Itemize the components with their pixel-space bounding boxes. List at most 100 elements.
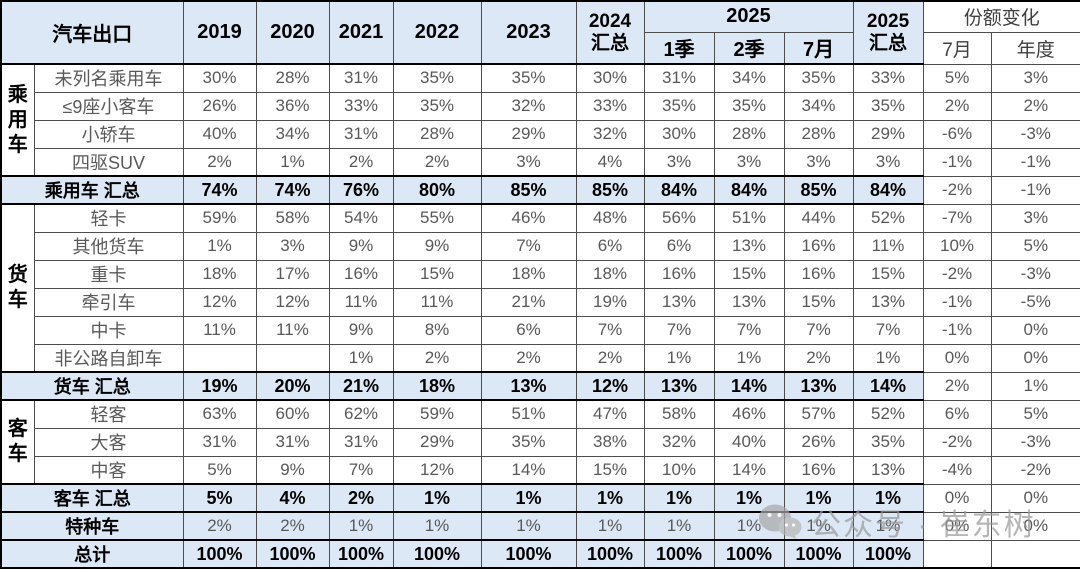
value-cell: 32% [643,427,715,457]
value-cell: 12% [575,371,645,401]
value-cell: 100% [852,539,924,569]
value-cell: 8% [392,315,482,345]
value-cell: 76% [328,175,394,205]
value-cell: 1% [852,343,924,373]
value-cell: 3% [480,147,577,177]
value-cell: 2% [392,147,482,177]
col-header-2020: 2020 [255,0,330,65]
value-cell: 100% [713,539,785,569]
value-cell: -2% [990,455,1080,485]
table-row: 客车轻客 63% 60% 62% 59% 51% 47% 58% 46% 57% 52% 6% 5% [0,399,1080,485]
value-cell: 32% [575,119,645,149]
value-cell: 31% [328,119,394,149]
value-cell: 5% [182,455,257,485]
col-header-2024-line1: 2024 [588,10,632,32]
col-header-2025-line2: 汇总 [869,32,908,54]
value-cell: 0% [990,483,1080,513]
col-group-2025: 2025 [643,0,854,33]
value-cell: 74% [255,175,330,205]
table-row: 乘用车未列名乘用车 30% 28% 31% 35% 35% 30% 31% 34% 35% 33% 5… [0,63,1080,177]
value-cell: 7% [480,231,577,261]
row-group-label: 客车 [0,399,35,485]
col-header-2025-q2: 2季 [713,31,785,65]
col-header-2025-q1: 1季 [643,31,715,65]
value-cell: 30% [575,63,645,93]
value-cell: 19% [182,371,257,401]
value-cell: 1% [328,511,394,541]
value-cell: 80% [392,175,482,205]
value-cell: 16% [643,259,715,289]
value-cell: 62% [328,399,394,429]
value-cell: 32% [480,91,577,121]
col-header-2024-total: 2024 汇总 [575,0,645,65]
value-cell: 1% [392,483,482,513]
value-cell: 56% [643,203,715,233]
value-cell: 2% [480,343,577,373]
col-header-2024-line2: 汇总 [590,32,629,54]
value-cell: 1% [480,511,577,541]
value-cell: 18% [575,259,645,289]
value-cell: 11% [328,287,394,317]
value-cell: 33% [575,91,645,121]
value-cell: 2% [328,483,394,513]
value-cell: 35% [783,63,854,93]
col-header-2025-total: 2025 汇总 [852,0,924,65]
table-body: 乘用车未列名乘用车 30% 28% 31% 35% 35% 30% 31% 34% 35% 33% 5… [0,63,1080,569]
value-cell: 13% [643,287,715,317]
value-cell: 14% [480,455,577,485]
value-cell: 59% [182,203,257,233]
value-cell: 36% [255,91,330,121]
value-cell: 18% [392,371,482,401]
row-label: 非公路自卸车 [33,343,184,373]
value-cell: 29% [852,119,924,149]
value-cell: -1% [922,147,992,177]
value-cell: 19% [575,287,645,317]
value-cell: 0% [922,511,992,541]
value-cell: 9% [328,315,394,345]
value-cell: 100% [392,539,482,569]
value-cell: 84% [713,175,785,205]
value-cell: 35% [392,91,482,121]
value-cell: 85% [783,175,854,205]
row-label: 未列名乘用车 [33,63,184,93]
value-cell: 2% [182,511,257,541]
value-cell: 1% [480,483,577,513]
value-cell: 31% [328,63,394,93]
value-cell: 1% [713,343,785,373]
value-cell: 31% [255,427,330,457]
value-cell: 13% [713,231,785,261]
table-row: 总计 100% 100% 100% 100% 100% 100% 100% 100% 100% 10… [0,539,1080,569]
value-cell: 13% [643,371,715,401]
value-cell: -3% [990,259,1080,289]
value-cell: 10% [922,231,992,261]
value-cell: 85% [480,175,577,205]
value-cell: 52% [852,399,924,429]
value-cell: 35% [852,91,924,121]
value-cell: 35% [392,63,482,93]
value-cell: -1% [922,315,992,345]
value-cell: 2% [990,91,1080,121]
value-cell: 84% [643,175,715,205]
value-cell: 13% [713,287,785,317]
row-label: 中客 [33,455,184,485]
value-cell: -5% [990,287,1080,317]
row-label: 重卡 [33,259,184,289]
row-label: 其他货车 [33,231,184,261]
value-cell: 2% [392,343,482,373]
value-cell: -2% [922,259,992,289]
value-cell: 100% [182,539,257,569]
table-row: 客车 汇总 5% 4% 2% 1% 1% 1% 1% 1% 1% 1% 0% 0% [0,483,1080,513]
value-cell: 3% [713,147,785,177]
value-cell: 11% [852,231,924,261]
value-cell: 28% [392,119,482,149]
value-cell: 35% [852,427,924,457]
value-cell: 54% [328,203,394,233]
value-cell: 16% [783,455,854,485]
value-cell: 15% [852,259,924,289]
value-cell: 84% [852,175,924,205]
value-cell: 2% [783,343,854,373]
value-cell: 58% [255,203,330,233]
table-row: 其他货车 1% 3% 9% 9% 7% 6% 6% 13% 16% 11% 10% 5% [1,231,1080,261]
value-cell: 33% [852,63,924,93]
col-header-2021: 2021 [328,0,394,65]
